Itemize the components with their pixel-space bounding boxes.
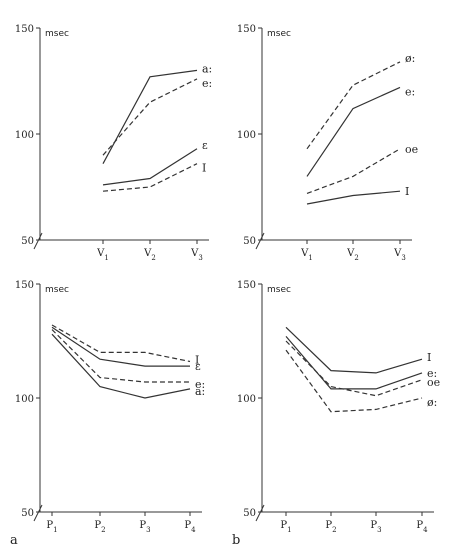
- series-label: I: [427, 351, 431, 364]
- x-tick-label: P3: [370, 520, 381, 534]
- series-label: I: [202, 162, 206, 175]
- x-tick-label: P4: [184, 520, 196, 534]
- series-label: a:: [195, 385, 205, 398]
- series-label: I: [195, 354, 199, 367]
- y-tick-label: 150: [237, 280, 256, 291]
- y-tick-label: 50: [243, 508, 256, 519]
- chart-panel-top-left: 50 100 150 msec V1 V2 V3 a: e: ɛI: [15, 24, 212, 262]
- x-tick-label: P3: [139, 520, 150, 534]
- chart-panel-bottom-right: 50 100 150 msec P1 P2 P3 P4 Ie:oe ø: b: [232, 280, 440, 548]
- x-tick-label: V1: [300, 248, 313, 262]
- y-tick-label: 50: [243, 236, 256, 247]
- series-line: [306, 61, 401, 150]
- series-line: [306, 190, 401, 205]
- series-label: ɛ: [195, 360, 201, 373]
- series-line: [285, 340, 423, 397]
- x-tick-label: V3: [190, 248, 203, 262]
- series-line: [51, 324, 191, 363]
- series-line: [285, 349, 423, 413]
- axis-break-mark: [255, 504, 265, 522]
- y-tick-label: 50: [21, 508, 34, 519]
- series-label: ø:: [405, 52, 415, 65]
- y-axis-label: msec: [45, 285, 69, 295]
- series-line: [102, 148, 198, 186]
- series-line: [51, 333, 191, 399]
- axis-break-mark: [33, 232, 43, 250]
- series-line: [306, 86, 401, 177]
- axis-break-mark: [255, 232, 265, 250]
- series-line: [51, 326, 190, 367]
- panel-label: b: [232, 533, 240, 548]
- y-axis-label: msec: [267, 285, 291, 295]
- axis-break-mark: [33, 504, 43, 522]
- y-axis-label: msec: [45, 29, 69, 39]
- x-tick-label: V1: [96, 248, 109, 262]
- y-tick-label: 100: [15, 130, 34, 141]
- y-axis-label: msec: [267, 29, 291, 39]
- series-label: oe: [405, 143, 418, 156]
- panel-label: a: [10, 533, 18, 548]
- x-tick-label: P2: [94, 520, 105, 534]
- series-line: [285, 326, 423, 374]
- y-tick-label: 100: [15, 394, 34, 405]
- x-tick-label: V2: [143, 248, 156, 262]
- series-label: e:: [195, 378, 205, 391]
- y-tick-label: 150: [237, 24, 256, 35]
- y-tick-label: 150: [15, 24, 34, 35]
- x-tick-label: P2: [325, 520, 336, 534]
- series-label: I: [405, 185, 409, 198]
- series-line: [285, 336, 423, 390]
- series-label: e:: [202, 77, 212, 90]
- series-label: e:: [427, 367, 437, 380]
- series-line: [102, 163, 198, 192]
- y-tick-label: 100: [237, 130, 256, 141]
- series-label: oe: [427, 376, 440, 389]
- x-tick-label: V2: [346, 248, 359, 262]
- series-line: [102, 69, 198, 164]
- chart-panel-bottom-left: 50 100 150 msec P1 P2 P3 P4 Iɛ e:a: a: [10, 280, 205, 548]
- series-label: a:: [202, 62, 212, 75]
- y-tick-label: 100: [237, 394, 256, 405]
- series-line: [102, 78, 198, 156]
- series-label: e:: [405, 85, 415, 98]
- chart-panel-top-right: 50 100 150 msec V1 V2 V3 ø: e: oe I: [237, 24, 418, 262]
- series-label: ɛ: [202, 139, 208, 152]
- x-tick-label: P4: [416, 520, 428, 534]
- y-tick-label: 150: [15, 280, 34, 291]
- series-line: [306, 148, 401, 194]
- series-line: [51, 329, 190, 383]
- x-tick-label: P1: [280, 520, 291, 534]
- series-label: ø:: [427, 396, 437, 409]
- y-tick-label: 50: [21, 236, 34, 247]
- x-tick-label: V3: [393, 248, 406, 262]
- x-tick-label: P1: [46, 520, 57, 534]
